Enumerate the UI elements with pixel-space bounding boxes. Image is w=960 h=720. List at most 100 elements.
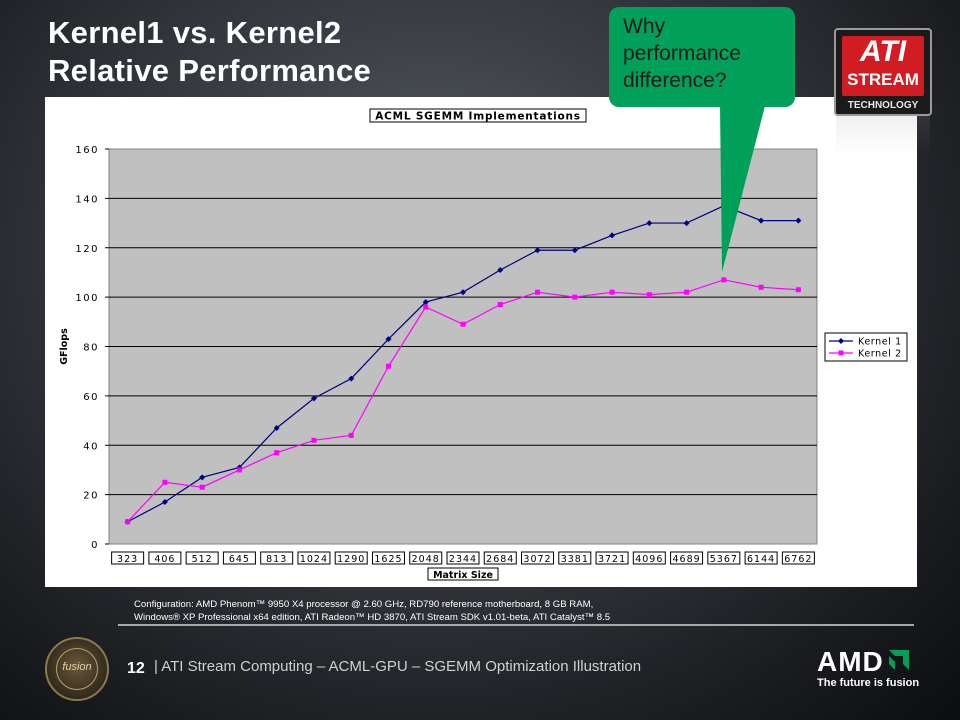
page-number: 12 bbox=[127, 660, 145, 677]
x-tick-box bbox=[185, 551, 219, 565]
data-point-kernel2 bbox=[795, 287, 801, 293]
legend-marker-1 bbox=[838, 338, 844, 344]
x-tick-label: 1625 bbox=[374, 554, 402, 565]
x-tick-label: 6144 bbox=[747, 554, 775, 565]
x-tick-label: 6762 bbox=[784, 554, 812, 565]
amd-arrow-icon bbox=[889, 650, 909, 670]
ati-logo-red-block bbox=[842, 36, 924, 96]
ati-stream-logo: ATI STREAM TECHNOLOGY bbox=[834, 28, 932, 116]
data-point-kernel1 bbox=[460, 289, 466, 296]
data-point-kernel2 bbox=[385, 363, 391, 369]
data-point-kernel2 bbox=[535, 289, 541, 295]
y-tick-label: 120 bbox=[75, 244, 99, 255]
stream-logo-text: STREAM bbox=[847, 70, 919, 89]
data-point-kernel2 bbox=[572, 294, 578, 300]
data-point-kernel2 bbox=[162, 479, 168, 485]
data-point-kernel1 bbox=[534, 247, 541, 254]
amd-logo: AMD bbox=[817, 646, 884, 677]
title-line-1: Kernel1 vs. Kernel2 bbox=[48, 15, 342, 50]
x-tick-box bbox=[632, 551, 666, 565]
data-point-kernel2 bbox=[311, 437, 317, 443]
x-tick-box bbox=[111, 551, 145, 565]
data-point-kernel2 bbox=[348, 432, 354, 438]
x-tick-box bbox=[558, 551, 592, 565]
footer-divider bbox=[118, 624, 914, 626]
data-point-kernel1 bbox=[348, 375, 355, 382]
x-tick-box bbox=[521, 551, 555, 565]
x-tick-box bbox=[744, 551, 778, 565]
x-tick-box bbox=[409, 551, 443, 565]
data-point-kernel1 bbox=[646, 220, 653, 227]
chart-title-box bbox=[369, 108, 587, 123]
x-tick-label: 1290 bbox=[337, 554, 365, 565]
data-point-kernel2 bbox=[460, 321, 466, 327]
x-tick-box bbox=[222, 551, 256, 565]
x-tick-box bbox=[670, 551, 704, 565]
x-axis-label-box bbox=[427, 567, 499, 581]
chart-panel: 0 20 40 60 80 100 120 140 160 323 406 512 645 813 1024… bbox=[45, 97, 917, 587]
data-point-kernel1 bbox=[310, 395, 317, 402]
y-tick-label: 140 bbox=[75, 194, 99, 205]
x-tick-label: 813 bbox=[266, 554, 287, 565]
x-tick-label: 2048 bbox=[412, 554, 440, 565]
data-point-kernel1 bbox=[683, 220, 690, 227]
chart-title: ACML SGEMM Implementations bbox=[375, 111, 581, 123]
performance-chart: 0 20 40 60 80 100 120 140 160 323 406 512 645 813 1024… bbox=[59, 108, 908, 581]
data-point-kernel2 bbox=[609, 289, 615, 295]
y-tick-label: 20 bbox=[83, 491, 99, 502]
callout-line-1: Why bbox=[623, 15, 665, 38]
data-point-kernel1 bbox=[571, 247, 578, 254]
legend-label-2: Kernel 2 bbox=[858, 349, 902, 360]
data-point-kernel1 bbox=[795, 217, 802, 224]
fusion-logo: fusion bbox=[45, 637, 109, 701]
y-tick-label: 0 bbox=[91, 540, 99, 551]
x-tick-label: 5367 bbox=[710, 554, 738, 565]
x-tick-box bbox=[297, 551, 331, 565]
y-tick-label: 160 bbox=[75, 145, 99, 156]
x-tick-label: 323 bbox=[117, 554, 138, 565]
callout-line-2: performance bbox=[623, 42, 741, 65]
data-point-kernel1 bbox=[609, 232, 616, 239]
data-point-kernel2 bbox=[236, 467, 242, 473]
x-tick-label: 3721 bbox=[598, 554, 626, 565]
x-tick-box bbox=[707, 551, 741, 565]
x-tick-label: 645 bbox=[229, 554, 250, 565]
x-tick-label: 2684 bbox=[486, 554, 514, 565]
x-tick-box bbox=[334, 551, 368, 565]
data-point-kernel1 bbox=[273, 424, 280, 431]
data-point-kernel2 bbox=[684, 289, 690, 295]
ati-logo-reflection bbox=[836, 116, 930, 156]
legend-box bbox=[824, 332, 908, 362]
fusion-logo-ring bbox=[56, 648, 98, 690]
x-tick-box bbox=[446, 551, 480, 565]
footer-text: | ATI Stream Computing – ACML-GPU – SGEM… bbox=[154, 658, 642, 675]
x-axis-label: Matrix Size bbox=[433, 570, 493, 581]
data-point-kernel2 bbox=[646, 292, 652, 298]
x-tick-label: 3072 bbox=[523, 554, 551, 565]
y-axis-label: GFlops bbox=[59, 328, 70, 365]
data-point-kernel2 bbox=[274, 450, 280, 456]
data-point-kernel2 bbox=[497, 302, 503, 308]
y-tick-label: 80 bbox=[83, 343, 99, 354]
data-point-kernel1 bbox=[497, 266, 504, 273]
x-tick-label: 3381 bbox=[561, 554, 589, 565]
data-point-kernel1 bbox=[385, 336, 392, 343]
x-tick-label: 1024 bbox=[300, 554, 328, 565]
callout-line-3: difference? bbox=[623, 69, 727, 92]
data-point-kernel2 bbox=[758, 284, 764, 290]
data-point-kernel1 bbox=[161, 499, 168, 506]
x-tick-box bbox=[371, 551, 405, 565]
fusion-logo-text: fusion bbox=[62, 661, 92, 673]
x-tick-box bbox=[260, 551, 294, 565]
x-tick-box bbox=[148, 551, 182, 565]
configuration-note: Configuration: AMD Phenom™ 9950 X4 proce… bbox=[134, 598, 610, 624]
data-point-kernel2 bbox=[199, 484, 205, 490]
x-tick-label: 4096 bbox=[635, 554, 663, 565]
config-line-1: Configuration: AMD Phenom™ 9950 X4 proce… bbox=[134, 599, 594, 610]
data-point-kernel1 bbox=[422, 299, 429, 306]
callout-box: Why performance difference? bbox=[609, 7, 795, 107]
y-tick-label: 40 bbox=[83, 441, 99, 452]
x-tick-label: 2344 bbox=[449, 554, 477, 565]
technology-logo-text: TECHNOLOGY bbox=[847, 100, 919, 111]
x-tick-label: 4689 bbox=[672, 554, 700, 565]
